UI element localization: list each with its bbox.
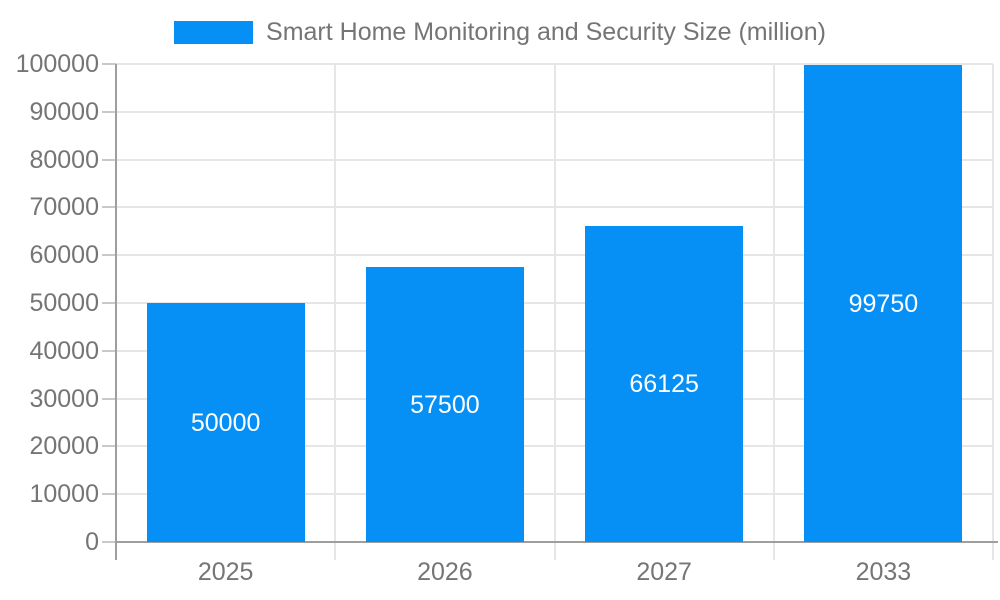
y-tick-50000: [102, 302, 116, 304]
y-tick-label-40000: 40000: [29, 336, 99, 365]
y-tick-label-60000: 60000: [29, 241, 99, 270]
x-tick-label-2027: 2027: [636, 558, 692, 586]
bar-value-label-2026: 57500: [410, 390, 480, 419]
y-tick-label-10000: 10000: [29, 480, 99, 509]
y-tick-0: [102, 541, 116, 543]
y-tick-20000: [102, 445, 116, 448]
bar-value-label-2025: 50000: [190, 408, 261, 437]
y-tick-60000: [102, 254, 116, 257]
y-tick-80000: [102, 158, 116, 161]
y-tick-label-50000: 50000: [29, 289, 99, 317]
bar-2026: 57500: [365, 267, 524, 542]
category-separator-2: [553, 64, 556, 560]
y-tick-30000: [102, 397, 116, 400]
category-separator-3: [772, 64, 775, 560]
y-tick-100000: [102, 63, 116, 65]
y-tick-label-0: 0: [85, 528, 99, 556]
bar-2025: 50000: [146, 303, 305, 542]
legend-label: Smart Home Monitoring and Security Size …: [266, 17, 826, 46]
x-tick-label-2025: 2025: [197, 558, 254, 586]
y-tick-label-90000: 90000: [29, 97, 99, 126]
y-tick-70000: [102, 206, 116, 209]
y-tick-label-30000: 30000: [29, 384, 99, 413]
category-separator-1: [334, 64, 337, 560]
chart-legend: Smart Home Monitoring and Security Size …: [0, 18, 1000, 46]
bar-value-label-2027: 66125: [629, 369, 699, 398]
y-tick-label-20000: 20000: [29, 432, 99, 461]
bar-2027: 66125: [585, 225, 744, 542]
y-tick-40000: [102, 349, 116, 352]
category-separator-4: [992, 64, 994, 560]
legend-swatch: [174, 20, 254, 44]
y-tick-10000: [102, 493, 116, 496]
y-axis-line: [115, 64, 117, 560]
bar-2033: 99750: [804, 65, 963, 542]
y-tick-label-100000: 100000: [15, 50, 99, 78]
bar-value-label-2033: 99750: [848, 289, 919, 318]
y-tick-label-80000: 80000: [29, 145, 99, 174]
y-tick-label-70000: 70000: [29, 193, 99, 222]
x-axis-baseline: [116, 541, 998, 543]
x-tick-label-2026: 2026: [417, 558, 473, 586]
x-tick-label-2033: 2033: [855, 558, 912, 586]
y-tick-90000: [102, 110, 116, 113]
